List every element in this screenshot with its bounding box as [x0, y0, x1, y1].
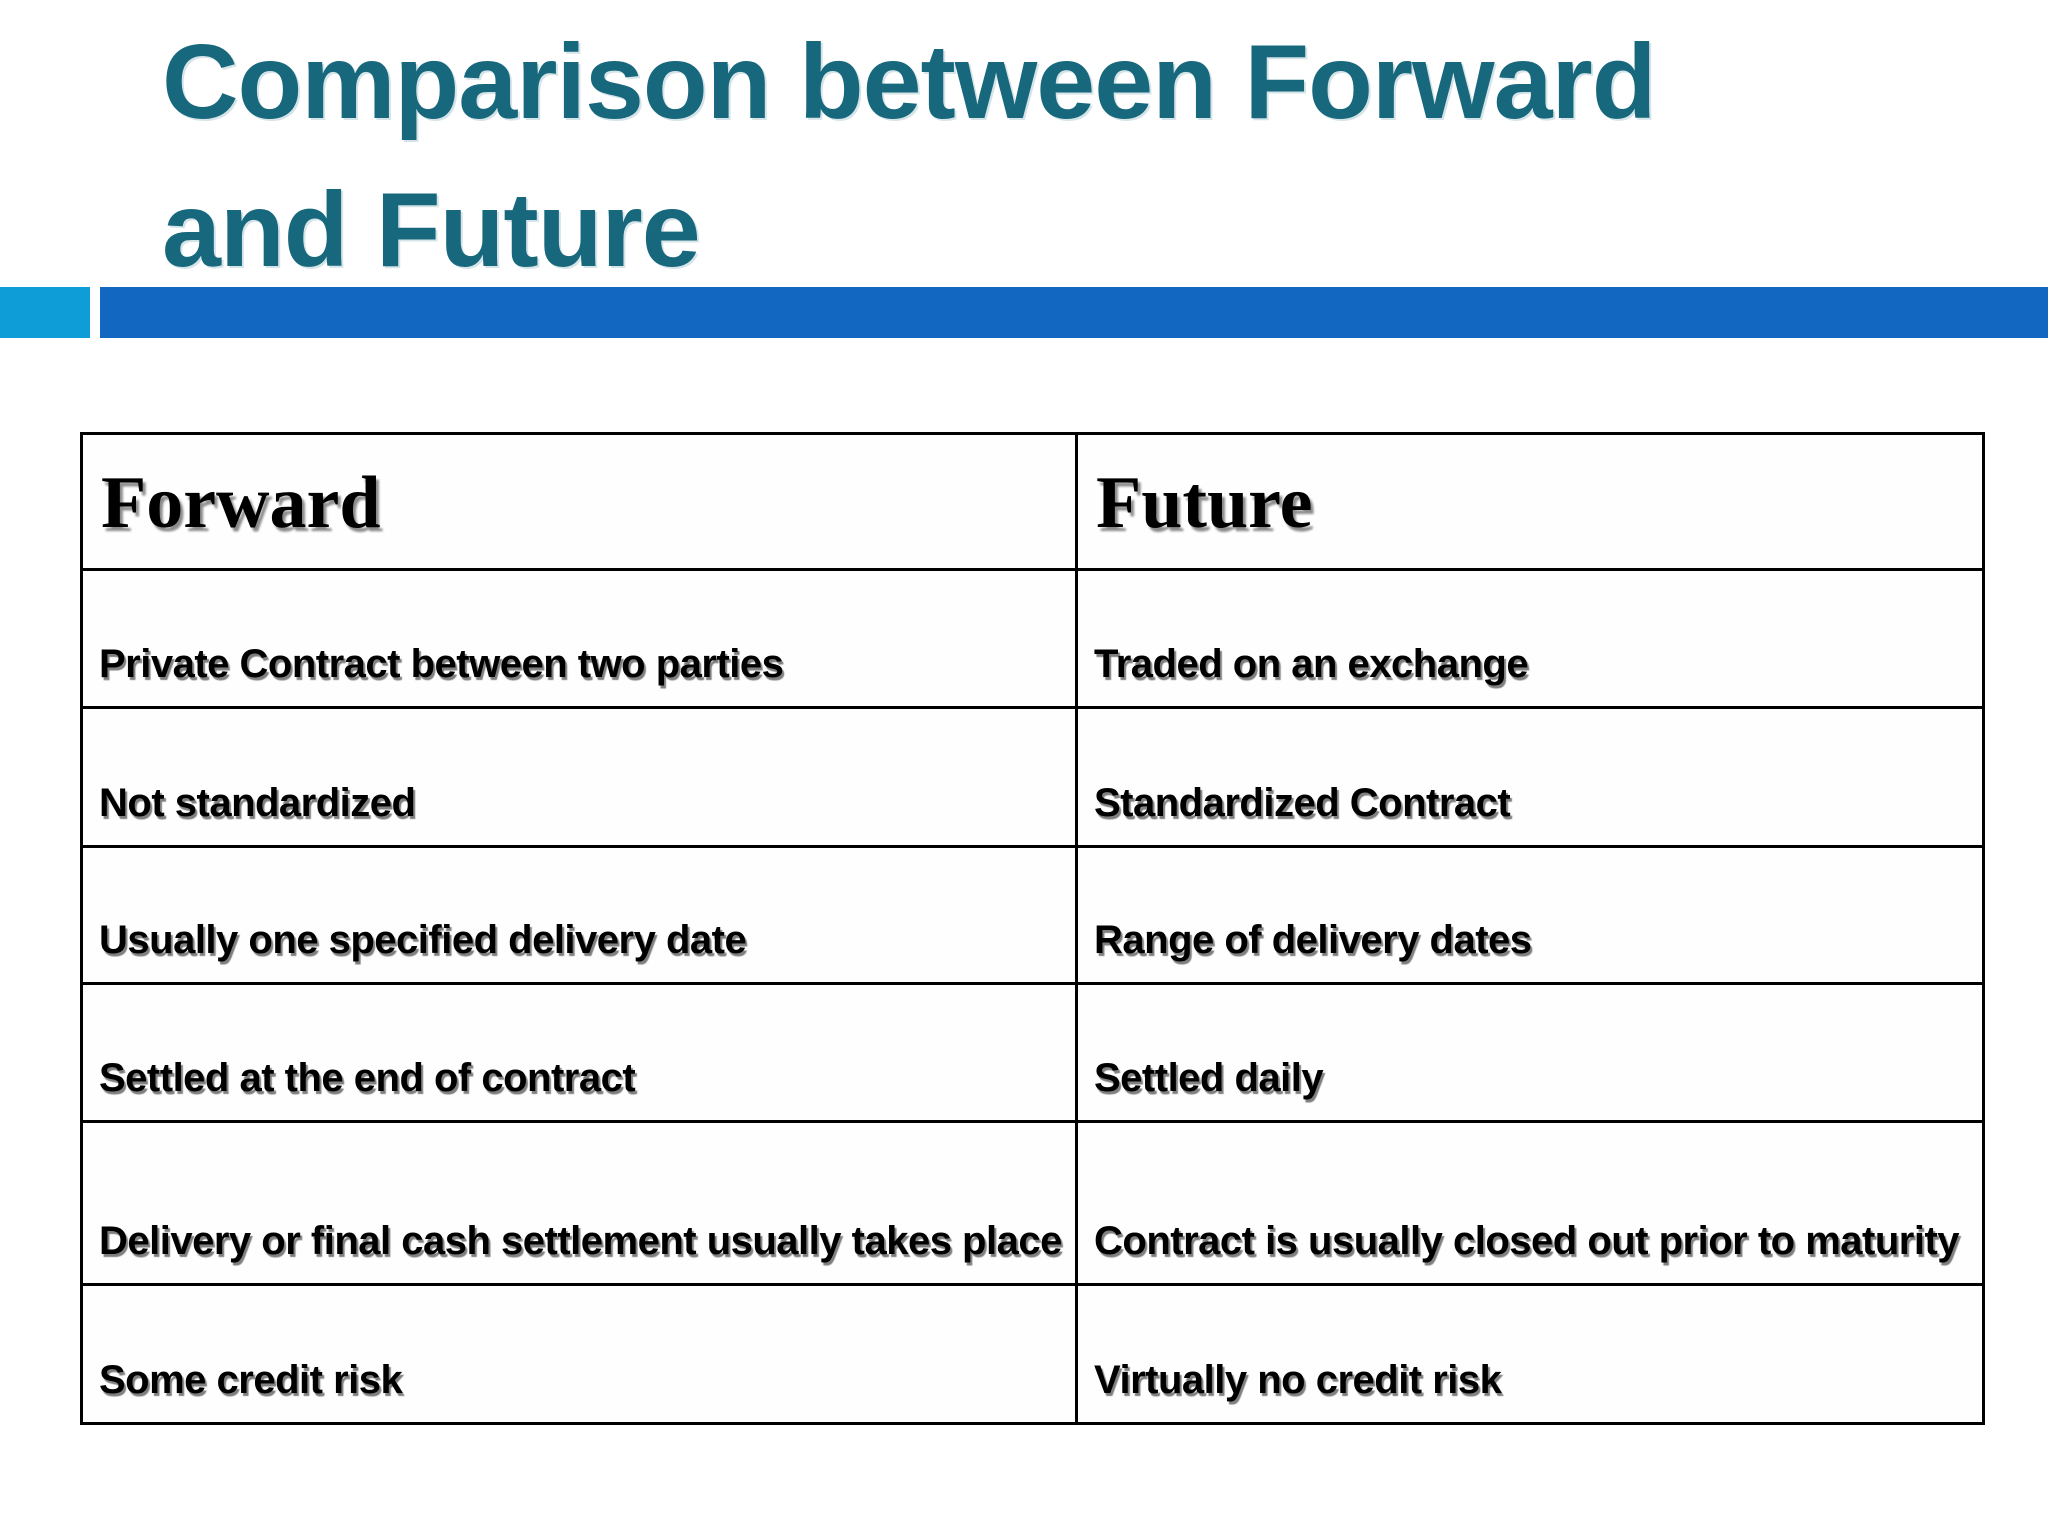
- forward-cell: Not standardized: [80, 706, 1078, 848]
- future-cell: Traded on an exchange: [1075, 568, 1985, 709]
- comparison-table: Forward Future Private Contract between …: [80, 432, 1985, 1425]
- forward-cell: Some credit risk: [80, 1283, 1078, 1425]
- accent-bar-left-square: [0, 287, 90, 338]
- future-cell: Virtually no credit risk: [1075, 1283, 1985, 1425]
- table-row: Private Contract between two parties Tra…: [80, 568, 1985, 709]
- table-row: Delivery or final cash settlement usuall…: [80, 1120, 1985, 1286]
- table-row: Some credit risk Virtually no credit ris…: [80, 1283, 1985, 1425]
- table-header-row: Forward Future: [80, 432, 1985, 571]
- future-column-header: Future: [1075, 432, 1985, 571]
- forward-cell: Private Contract between two parties: [80, 568, 1078, 709]
- table-row: Usually one specified delivery date Rang…: [80, 845, 1985, 985]
- page-title-line-1: Comparison between Forward: [162, 23, 1657, 141]
- future-cell: Range of delivery dates: [1075, 845, 1985, 985]
- forward-column-header: Forward: [80, 432, 1078, 571]
- page-title: Comparison between Forward and Future: [162, 8, 1657, 304]
- forward-cell: Delivery or final cash settlement usuall…: [80, 1120, 1078, 1286]
- table-row: Settled at the end of contract Settled d…: [80, 982, 1985, 1123]
- forward-cell: Usually one specified delivery date: [80, 845, 1078, 985]
- future-cell: Standardized Contract: [1075, 706, 1985, 848]
- page-title-line-2: and Future: [162, 171, 701, 289]
- future-cell: Settled daily: [1075, 982, 1985, 1123]
- future-cell: Contract is usually closed out prior to …: [1075, 1120, 1985, 1286]
- forward-cell: Settled at the end of contract: [80, 982, 1078, 1123]
- accent-bar-main: [100, 287, 2048, 338]
- table-row: Not standardized Standardized Contract: [80, 706, 1985, 848]
